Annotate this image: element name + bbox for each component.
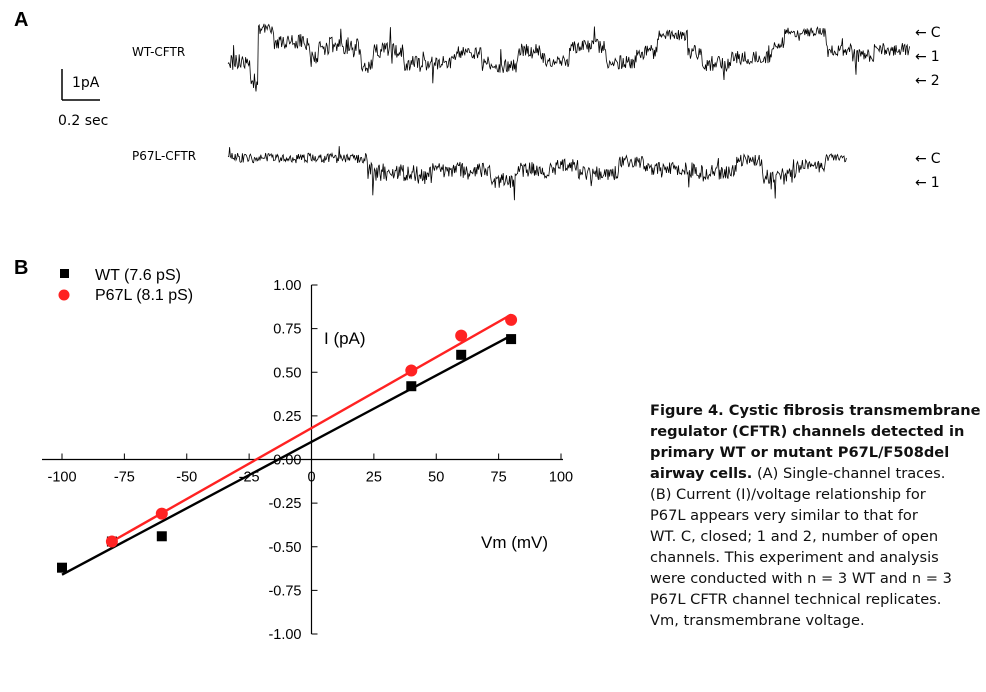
- wt-level-markers: ← C ← 1 ← 2: [915, 25, 941, 89]
- x-axis-label: Vm (mV): [481, 533, 548, 552]
- wt-level-2: ← 2: [915, 73, 940, 89]
- caption-line: airway cells. (A) Single-channel traces.: [650, 465, 946, 482]
- caption-line: P67L appears very similar to that for: [650, 507, 918, 524]
- caption-line: regulator (CFTR) channels detected in: [650, 423, 965, 440]
- p67l-trace: [227, 146, 847, 201]
- legend-p67l-text: P67L (8.1 pS): [95, 287, 193, 304]
- wt-trace-label: WT-CFTR: [132, 45, 185, 59]
- caption-line: (B) Current (I)/voltage relationship for: [650, 486, 926, 503]
- wt-fit-line: [61, 334, 512, 576]
- data-points: [57, 313, 518, 573]
- p67l-level-markers: ← C ← 1: [915, 151, 941, 191]
- p67l-fit-line: [111, 313, 512, 543]
- p67l-data-point: [105, 535, 118, 548]
- p67l-level-c: ← C: [915, 151, 941, 167]
- x-tick-label: 0: [307, 470, 315, 486]
- y-tick-label: 1.00: [273, 278, 301, 294]
- p67l-data-point: [155, 507, 168, 520]
- caption-line: Vm, transmembrane voltage.: [650, 612, 865, 629]
- y-tick-label: 0.50: [273, 365, 301, 381]
- caption-line: channels. This experiment and analysis: [650, 549, 939, 566]
- y-tick-label: -0.25: [268, 496, 301, 512]
- scale-current-label: 1pA: [72, 75, 100, 91]
- wt-trace: [227, 23, 910, 92]
- p67l-data-point: [505, 313, 518, 326]
- x-tick-label: 50: [428, 470, 444, 486]
- axes: -100 -75 -50 -25 0 25 50 75 1001.000.750.500.250…: [42, 278, 573, 643]
- legend-wt-marker: [60, 269, 69, 278]
- wt-data-point: [406, 381, 417, 392]
- panel-a: A 1pA 0.2 sec WT-CFTR P67L-CFTR ← C ← 1 ← 2…: [14, 9, 941, 201]
- scale-bar: 1pA 0.2 sec: [58, 69, 108, 129]
- p67l-data-point: [405, 364, 418, 377]
- p67l-data-point: [455, 329, 468, 342]
- y-tick-label: 0.75: [273, 322, 301, 338]
- y-tick-label: 0.00: [273, 453, 301, 469]
- panel-b-label: B: [14, 257, 28, 279]
- x-tick-label: 100: [549, 470, 573, 486]
- fit-lines: [61, 313, 512, 576]
- y-axis-label: I (pA): [324, 329, 366, 348]
- wt-level-1: ← 1: [915, 49, 940, 65]
- caption-line: were conducted with n = 3 WT and n = 3: [650, 570, 952, 587]
- p67l-level-1: ← 1: [915, 175, 940, 191]
- y-tick-label: -0.75: [268, 583, 301, 599]
- y-tick-label: 0.25: [273, 409, 301, 425]
- wt-data-point: [456, 349, 467, 360]
- caption-line: Figure 4. Cystic fibrosis transmembrane: [650, 402, 981, 419]
- x-tick-label: 75: [491, 470, 507, 486]
- y-tick-label: -1.00: [268, 627, 301, 643]
- wt-data-point: [506, 334, 517, 345]
- wt-level-c: ← C: [915, 25, 941, 41]
- x-tick-label: -75: [114, 470, 135, 486]
- caption-line: P67L CFTR channel technical replicates.: [650, 591, 942, 608]
- caption-line: primary WT or mutant P67L/F508del: [650, 444, 950, 461]
- legend-p67l-marker: [58, 289, 70, 301]
- figure-caption: Figure 4. Cystic fibrosis transmembrane …: [650, 400, 986, 631]
- legend-wt-text: WT (7.6 pS): [95, 267, 181, 284]
- x-tick-label: -50: [176, 470, 197, 486]
- p67l-trace-label: P67L-CFTR: [132, 149, 196, 163]
- scale-time-label: 0.2 sec: [58, 113, 108, 129]
- y-tick-label: -0.50: [268, 540, 301, 556]
- x-tick-label: -100: [47, 470, 76, 486]
- x-tick-label: 25: [366, 470, 382, 486]
- wt-data-point: [57, 562, 67, 573]
- panel-a-label: A: [14, 9, 28, 31]
- caption-line: WT. C, closed; 1 and 2, number of open: [650, 528, 939, 545]
- wt-data-point: [156, 531, 167, 542]
- panel-b-chart: B WT (7.6 pS) P67L (8.1 pS) -100 -75 -50 -2…: [14, 257, 573, 643]
- legend: WT (7.6 pS) P67L (8.1 pS): [58, 267, 193, 304]
